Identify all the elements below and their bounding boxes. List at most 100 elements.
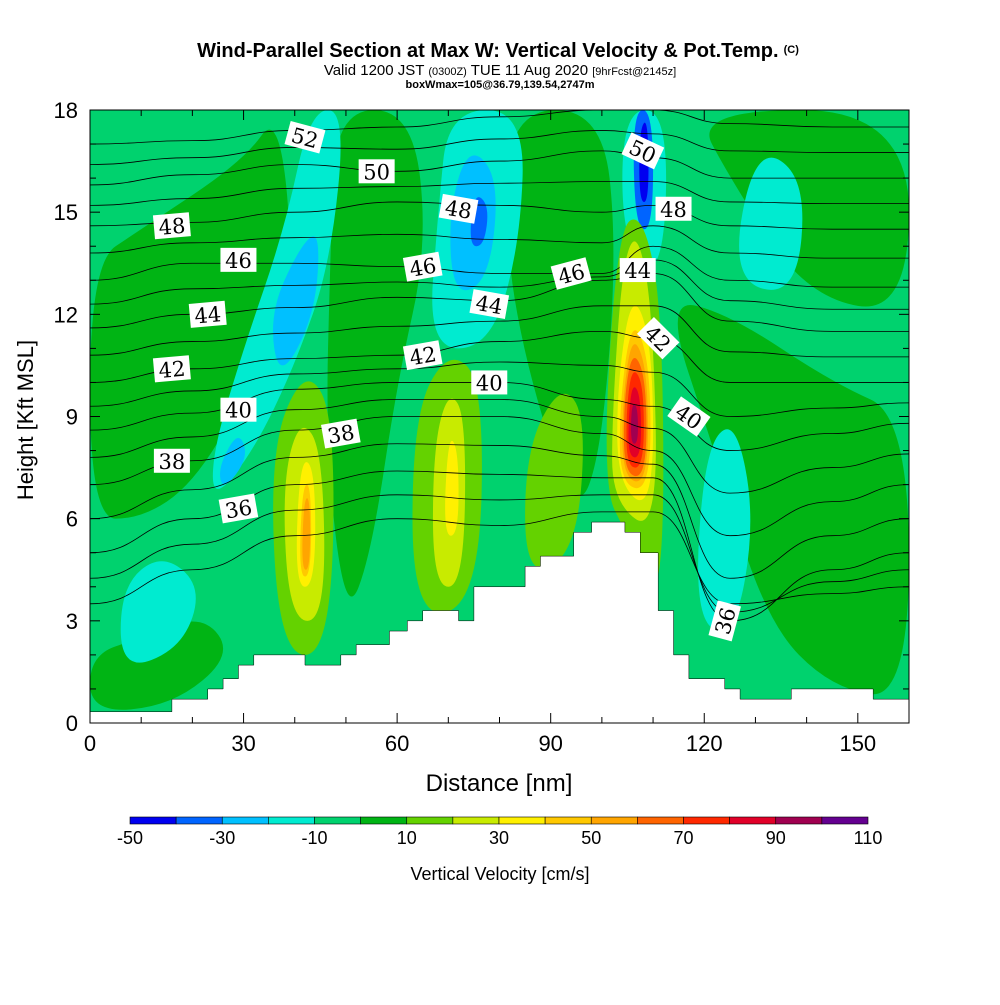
theta-label-text: 46 <box>225 249 252 273</box>
subtitle-utc: (0300Z) <box>428 66 467 78</box>
colorbar-swatch <box>775 816 823 825</box>
velocity-region <box>630 404 638 444</box>
y-tick-label: 18 <box>54 98 78 123</box>
theta-label: 48 <box>655 196 692 222</box>
colorbar-tick-label: 90 <box>766 828 786 848</box>
colorbar-swatch <box>729 816 777 825</box>
velocity-region <box>120 561 196 663</box>
theta-label: 44 <box>469 289 510 320</box>
chart-title-mark: (C) <box>784 44 800 56</box>
theta-label: 48 <box>438 193 479 224</box>
x-tick-label: 120 <box>686 731 723 756</box>
colorbar-swatch <box>314 816 361 825</box>
theta-label-text: 42 <box>158 357 187 383</box>
theta-label-box <box>667 396 711 437</box>
colorbar-swatch <box>821 816 869 825</box>
colorbar-swatch <box>268 816 315 825</box>
theta-label-box <box>220 247 257 272</box>
colorbar-swatch <box>544 816 592 825</box>
theta-label-box <box>438 193 479 224</box>
theta-label-text: 38 <box>326 420 356 448</box>
theta-label-text: 44 <box>193 302 222 328</box>
colorbar-swatch <box>590 816 638 825</box>
theta-label: 50 <box>358 159 395 184</box>
colorbar-tick-label: -10 <box>301 828 327 848</box>
theta-label: 48 <box>152 212 191 240</box>
theta-contour-line <box>90 399 909 494</box>
theta-label-text: 46 <box>408 254 438 282</box>
theta-label-text: 50 <box>363 160 390 184</box>
theta-label: 46 <box>220 247 257 273</box>
theta-label-text: 44 <box>624 259 651 283</box>
colorbar-swatch <box>637 816 684 825</box>
x-tick-label: 60 <box>385 731 409 756</box>
x-tick-label: 30 <box>231 731 255 756</box>
theta-label-box <box>321 418 361 449</box>
colorbar-swatch <box>221 816 269 825</box>
chart-title-text: Wind-Parallel Section at Max W: Vertical… <box>197 40 778 62</box>
velocity-region <box>302 498 311 570</box>
theta-contour-line <box>90 416 909 537</box>
colorbar-tick-label: -50 <box>117 828 143 848</box>
velocity-region <box>739 157 803 290</box>
theta-label-box <box>619 258 656 283</box>
theta-contour-line <box>90 361 909 417</box>
theta-label-box <box>284 120 326 154</box>
colorbar-tick-label: 50 <box>581 828 601 848</box>
theta-label-text: 36 <box>223 495 253 523</box>
theta-label-text: 48 <box>158 214 187 240</box>
theta-label-box <box>636 316 680 360</box>
velocity-region <box>327 110 423 597</box>
theta-label-text: 40 <box>476 371 503 395</box>
y-tick-label: 6 <box>66 507 78 532</box>
y-tick-label: 0 <box>66 711 78 736</box>
theta-label-text: 48 <box>443 196 473 224</box>
colorbar-swatch <box>406 816 454 825</box>
theta-contour-line <box>90 443 909 579</box>
theta-label-box <box>402 251 443 282</box>
theta-contour-line <box>90 110 909 145</box>
colorbar-tick-label: 30 <box>489 828 509 848</box>
y-tick-label: 3 <box>66 609 78 634</box>
theta-contour-line <box>90 225 909 259</box>
velocity-region <box>709 110 909 307</box>
theta-label-box <box>469 289 510 320</box>
theta-label-box <box>471 370 508 395</box>
theta-label-box <box>152 212 191 240</box>
chart-subtitle2: boxWmax=105@36.79,139.54,2747m <box>406 79 595 91</box>
theta-label-box <box>218 493 259 524</box>
y-tick-label: 12 <box>54 302 78 327</box>
colorbar-tick-label: 70 <box>673 828 693 848</box>
subtitle-date: TUE 11 Aug 2020 <box>471 62 588 79</box>
colorbar-label: Vertical Velocity [cm/s] <box>410 864 589 884</box>
theta-label-text: 48 <box>660 198 687 222</box>
colorbar-swatch <box>452 816 500 825</box>
theta-label: 36 <box>218 493 259 524</box>
chart-title: Wind-Parallel Section at Max W: Vertical… <box>197 40 799 62</box>
theta-label-box <box>220 397 257 422</box>
theta-label: 52 <box>284 120 326 154</box>
chart-subtitle: Valid 1200 JST (0300Z) TUE 11 Aug 2020 [… <box>324 62 676 79</box>
velocity-region <box>445 440 459 536</box>
theta-contour-line <box>90 130 909 165</box>
theta-label-box <box>188 300 227 328</box>
colorbar-tick-label: 10 <box>397 828 417 848</box>
theta-label: 38 <box>321 418 361 449</box>
velocity-region <box>90 129 289 519</box>
velocity-region <box>525 393 583 569</box>
theta-contour-line <box>90 259 909 310</box>
theta-label: 40 <box>471 370 508 395</box>
velocity-region <box>90 621 224 710</box>
velocity-field <box>90 110 909 710</box>
theta-label: 42 <box>402 340 443 370</box>
theta-label: 44 <box>188 300 227 328</box>
theta-contour-line <box>90 201 909 230</box>
y-tick-label: 9 <box>66 405 78 430</box>
colorbar-swatch <box>175 816 223 825</box>
colorbar: -50 -30 -10 10 30 50 70 90 110 <box>117 816 882 848</box>
velocity-region <box>698 429 751 631</box>
theta-label-box <box>152 355 191 383</box>
theta-contour-line <box>90 330 909 383</box>
theta-contour-line <box>90 273 909 332</box>
